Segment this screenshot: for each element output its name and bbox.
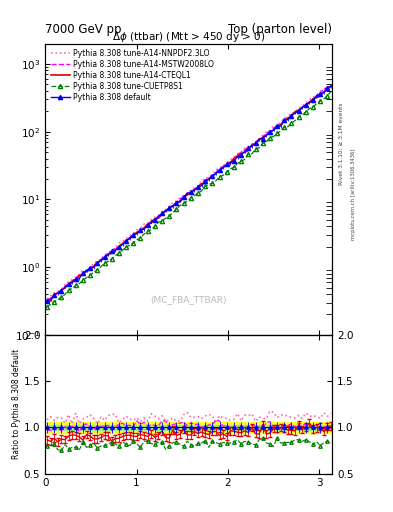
Pythia 8.308 tune-A14-CTEQL1 [48,298,53,304]
Pythia 8.308 tune-A14-NNPDF2.3LO [296,105,301,111]
Pythia 8.308 tune-A14-MSTW2008LO [217,165,222,172]
Line: Pythia 8.308 tune-A14-NNPDF2.3LO: Pythia 8.308 tune-A14-NNPDF2.3LO [47,84,331,299]
Pythia 8.308 tune-A14-CTEQL1 [221,164,226,170]
Line: Pythia 8.308 tune-A14-CTEQL1: Pythia 8.308 tune-A14-CTEQL1 [47,86,331,301]
Pythia 8.308 tune-A14-MSTW2008LO [45,297,50,303]
Pythia 8.308 tune-A14-CTEQL1 [174,200,179,206]
Pythia 8.308 tune-A14-MSTW2008LO [329,82,333,88]
Pythia 8.308 tune-A14-CTEQL1 [242,149,247,155]
Pythia 8.308 tune-CUETP8S1 [45,304,50,310]
Pythia 8.308 tune-A14-MSTW2008LO [296,106,301,113]
Pythia 8.308 tune-CUETP8S1 [296,114,301,120]
Pythia 8.308 tune-A14-NNPDF2.3LO [217,165,222,172]
Pythia 8.308 tune-CUETP8S1 [217,174,222,180]
Pythia 8.308 tune-A14-CTEQL1 [300,104,305,111]
Line: Pythia 8.308 tune-CUETP8S1: Pythia 8.308 tune-CUETP8S1 [45,89,333,309]
Line: Pythia 8.308 tune-A14-MSTW2008LO: Pythia 8.308 tune-A14-MSTW2008LO [47,85,331,300]
Legend: Pythia 8.308 tune-A14-NNPDF2.3LO, Pythia 8.308 tune-A14-MSTW2008LO, Pythia 8.308: Pythia 8.308 tune-A14-NNPDF2.3LO, Pythia… [49,47,215,103]
Pythia 8.308 default [45,298,50,304]
Pythia 8.308 default [329,83,333,89]
Text: 7000 GeV pp: 7000 GeV pp [45,23,122,36]
Pythia 8.308 tune-A14-NNPDF2.3LO [171,200,175,206]
Pythia 8.308 tune-A14-NNPDF2.3LO [214,166,219,173]
Pythia 8.308 tune-CUETP8S1 [214,178,219,184]
Pythia 8.308 default [239,152,244,158]
Pythia 8.308 tune-CUETP8S1 [228,166,233,172]
Pythia 8.308 default [217,167,222,173]
Pythia 8.308 tune-A14-CTEQL1 [231,156,236,162]
Title: $\Delta\phi$ (ttbar) (Mtt > 450 dy > 0): $\Delta\phi$ (ttbar) (Mtt > 450 dy > 0) [112,30,265,44]
Pythia 8.308 tune-CUETP8S1 [171,209,175,216]
Pythia 8.308 tune-A14-NNPDF2.3LO [239,149,244,155]
Pythia 8.308 default [228,160,233,166]
Text: Rivet 3.1.10; ≥ 3.1M events: Rivet 3.1.10; ≥ 3.1M events [339,102,344,185]
Pythia 8.308 tune-A14-NNPDF2.3LO [45,296,50,302]
Pythia 8.308 tune-CUETP8S1 [329,88,333,94]
Pythia 8.308 tune-A14-CTEQL1 [45,298,50,304]
Text: Top (parton level): Top (parton level) [228,23,332,36]
Pythia 8.308 tune-A14-NNPDF2.3LO [228,157,233,163]
Pythia 8.308 tune-A14-MSTW2008LO [228,159,233,165]
Text: (MC_FBA_TTBAR): (MC_FBA_TTBAR) [151,295,227,305]
Line: Pythia 8.308 default: Pythia 8.308 default [45,84,333,303]
Pythia 8.308 default [214,170,219,176]
Pythia 8.308 default [171,203,175,209]
Text: mcplots.cern.ch [arXiv:1306.3436]: mcplots.cern.ch [arXiv:1306.3436] [351,149,356,240]
Pythia 8.308 tune-A14-CTEQL1 [329,83,333,89]
Pythia 8.308 default [296,108,301,114]
Pythia 8.308 tune-A14-MSTW2008LO [239,149,244,155]
Pythia 8.308 tune-A14-NNPDF2.3LO [329,81,333,88]
Pythia 8.308 tune-A14-MSTW2008LO [171,202,175,208]
Pythia 8.308 tune-A14-MSTW2008LO [214,169,219,176]
Y-axis label: Ratio to Pythia 8.308 default: Ratio to Pythia 8.308 default [12,349,21,459]
Pythia 8.308 tune-A14-CTEQL1 [217,167,222,173]
Pythia 8.308 tune-CUETP8S1 [239,158,244,164]
